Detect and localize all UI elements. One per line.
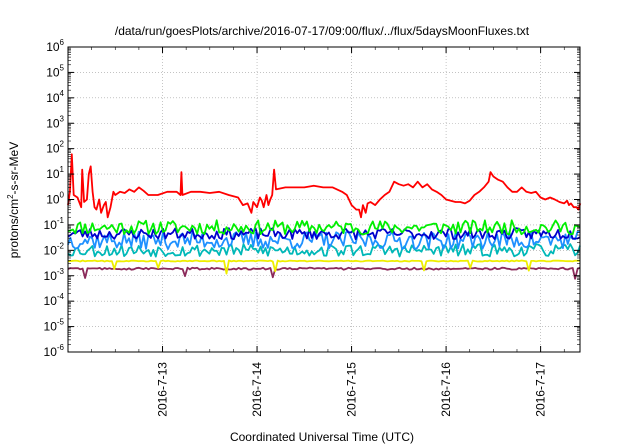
y-tick-label: 100 (46, 191, 64, 207)
chart-title: /data/run/goesPlots/archive/2016-07-17/0… (115, 24, 530, 38)
y-tick-label: 105 (46, 63, 64, 79)
series-line-blue (67, 227, 581, 241)
series-line-red (67, 153, 582, 219)
x-tick-label: 2016-7-13 (156, 362, 170, 417)
grid-layer (68, 47, 580, 352)
series-line-cyan (67, 243, 581, 258)
y-axis-label-sup: 2 (6, 194, 15, 199)
y-axis-label-rest: -s-sr-MeV (7, 142, 21, 195)
series-line-green (67, 219, 581, 236)
x-tick-label: 2016-7-14 (250, 362, 264, 417)
y-tick-label: 101 (46, 165, 64, 181)
y-axis-label: protons/cm2-s-sr-MeV (6, 142, 21, 258)
x-axis-ticks: 2016-7-13 2016-7-14 2016-7-15 2016-7-16 2016… (91, 47, 565, 417)
y-tick-label: 10-3 (44, 267, 65, 283)
y-tick-label: 10-2 (44, 241, 65, 257)
y-tick-label: 102 (46, 140, 64, 156)
y-tick-label: 104 (46, 89, 64, 105)
x-tick-label: 2016-7-16 (439, 362, 453, 417)
y-tick-label: 10-6 (44, 343, 65, 359)
y-tick-label: 10-4 (44, 292, 65, 308)
y-tick-label: 10-5 (44, 318, 65, 334)
y-tick-label: 103 (46, 114, 64, 130)
series-line-purple (67, 266, 581, 280)
x-tick-label: 2016-7-15 (345, 362, 359, 417)
y-axis-ticks: 10-6 10-5 10-4 10-3 10-2 10-1 100 101 102 103 104 1… (44, 38, 580, 359)
plot-layer (67, 153, 582, 280)
x-axis-label: Coordinated Universal Time (UTC) (230, 430, 414, 444)
series-line-yellow (67, 259, 581, 275)
y-axis-label-base: protons/cm (7, 199, 21, 258)
y-tick-label: 10-1 (44, 216, 65, 232)
x-tick-label: 2016-7-17 (534, 362, 548, 417)
y-tick-label: 106 (46, 38, 64, 54)
series-line-lightblue (67, 230, 581, 250)
